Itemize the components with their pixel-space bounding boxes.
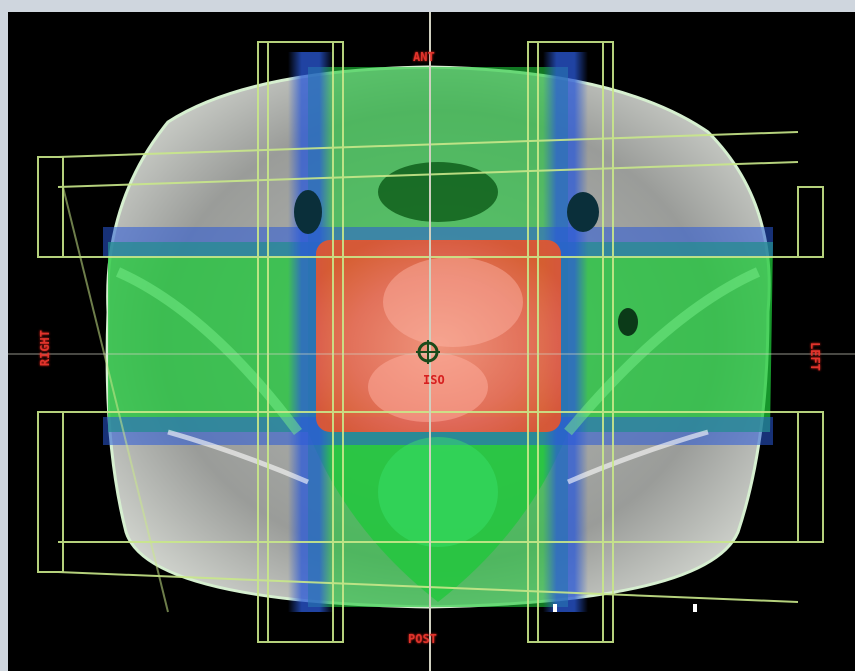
dose-overlay-image (8, 12, 855, 671)
orientation-label-bottom: POST (408, 632, 437, 646)
ct-dose-viewport[interactable]: ANT POST RIGHT LEFT ISO (8, 12, 855, 671)
orientation-label-left: RIGHT (38, 330, 52, 367)
orientation-label-right: LEFT (808, 342, 822, 371)
orientation-label-top: ANT (413, 50, 435, 64)
beam-field-outlines (37, 41, 824, 643)
isocenter-label: ISO (423, 373, 445, 387)
